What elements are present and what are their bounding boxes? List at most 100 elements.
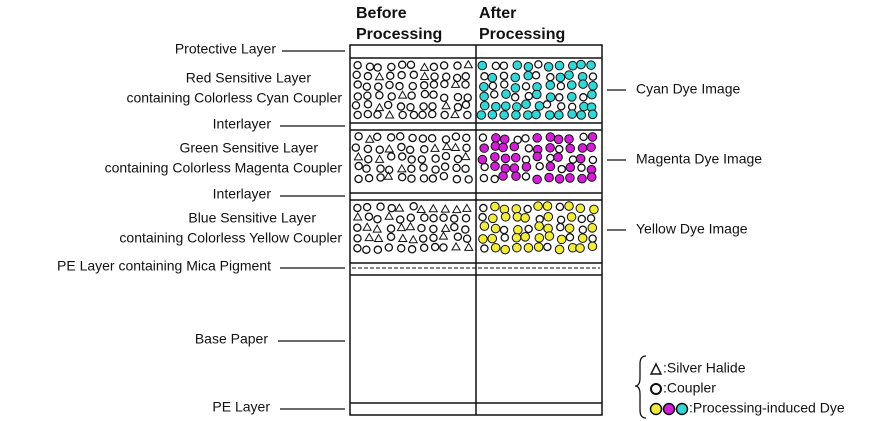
- silver-halide: [450, 79, 461, 88]
- coupler: [387, 92, 396, 101]
- coupler: [429, 90, 438, 99]
- coupler: [449, 214, 459, 223]
- silver-halide: [364, 232, 375, 242]
- silver-halide: [397, 90, 408, 99]
- dye: [578, 79, 588, 89]
- coupler: [419, 163, 428, 172]
- dye: [564, 201, 574, 211]
- coupler: [462, 143, 471, 153]
- coupler: [452, 73, 462, 83]
- dye: [553, 134, 564, 145]
- coupler: [408, 81, 418, 91]
- dye: [565, 143, 576, 154]
- dye-label: Magenta Dye Image: [636, 151, 762, 167]
- layer-label: PE Layer containing Mica Pigment: [57, 258, 271, 274]
- silver-halide: [419, 71, 430, 80]
- coupler: [546, 72, 555, 82]
- coupler: [543, 242, 552, 252]
- coupler: [490, 174, 499, 184]
- dye: [501, 89, 511, 99]
- dye: [487, 72, 498, 83]
- dye: [554, 244, 565, 255]
- coupler: [406, 102, 415, 112]
- coupler: [409, 70, 419, 80]
- dye: [500, 101, 511, 111]
- dye: [490, 152, 500, 162]
- coupler: [397, 142, 406, 152]
- dye: [534, 101, 545, 111]
- coupler: [439, 171, 449, 181]
- layer-frame: [349, 44, 603, 416]
- coupler: [524, 91, 534, 101]
- silver-halide: [416, 204, 427, 214]
- layer-label: Interlayer: [213, 186, 272, 202]
- coupler: [418, 134, 428, 143]
- coupler: [417, 155, 427, 164]
- silver-halide: [352, 211, 363, 221]
- silver-halide: [384, 143, 395, 153]
- dye: [499, 134, 510, 145]
- column-header: Processing: [356, 26, 442, 43]
- coupler: [384, 243, 394, 252]
- coupler: [419, 243, 429, 253]
- coupler: [407, 155, 416, 164]
- dye: [509, 141, 520, 152]
- coupler: [419, 145, 429, 154]
- layer-label: Green Sensitive Layer: [179, 140, 318, 156]
- coupler: [429, 233, 438, 243]
- layer-label: Protective Layer: [175, 41, 276, 57]
- dye: [564, 134, 574, 144]
- layer-label: containing Colorless Cyan Coupler: [126, 90, 342, 106]
- column-header: Processing: [479, 26, 565, 43]
- dye: [511, 171, 521, 181]
- coupler: [439, 213, 448, 222]
- coupler: [452, 163, 461, 173]
- coupler: [450, 222, 459, 232]
- coupler: [353, 92, 363, 101]
- dye: [491, 101, 501, 112]
- coupler: [499, 71, 509, 81]
- coupler: [431, 154, 440, 163]
- coupler: [531, 71, 541, 80]
- coupler: [427, 134, 437, 143]
- coupler: [352, 70, 361, 80]
- dye: [566, 212, 577, 222]
- coupler: [373, 214, 382, 224]
- dye: [523, 62, 534, 72]
- dye: [520, 232, 531, 242]
- coupler: [363, 71, 373, 81]
- silver-halide: [419, 62, 430, 71]
- dye: [565, 162, 576, 173]
- coupler: [362, 82, 372, 91]
- dye: [532, 133, 542, 143]
- dye: [534, 233, 545, 243]
- silver-halide: [373, 233, 384, 243]
- dye: [587, 223, 598, 233]
- silver-halide: [396, 163, 407, 173]
- dye: [477, 154, 488, 165]
- silver-halide: [364, 134, 375, 143]
- dye: [511, 232, 522, 243]
- coupler: [373, 132, 382, 142]
- coupler: [353, 60, 362, 70]
- legend-text: :Silver Halide: [663, 360, 746, 376]
- coupler: [363, 144, 373, 154]
- coupler: [588, 234, 597, 243]
- dye: [521, 99, 531, 109]
- coupler: [453, 154, 463, 164]
- coupler: [397, 70, 406, 80]
- coupler: [428, 102, 437, 111]
- coupler: [419, 102, 428, 111]
- coupler: [428, 174, 438, 183]
- dye: [566, 80, 577, 90]
- coupler: [534, 60, 543, 69]
- silver-halide: [372, 224, 383, 233]
- dye: [545, 92, 556, 102]
- coupler: [579, 93, 588, 102]
- coupler: [491, 61, 501, 71]
- dye-label: Yellow Dye Image: [636, 221, 748, 237]
- coupler: [521, 134, 530, 143]
- coupler: [364, 173, 374, 183]
- coupler: [429, 62, 439, 72]
